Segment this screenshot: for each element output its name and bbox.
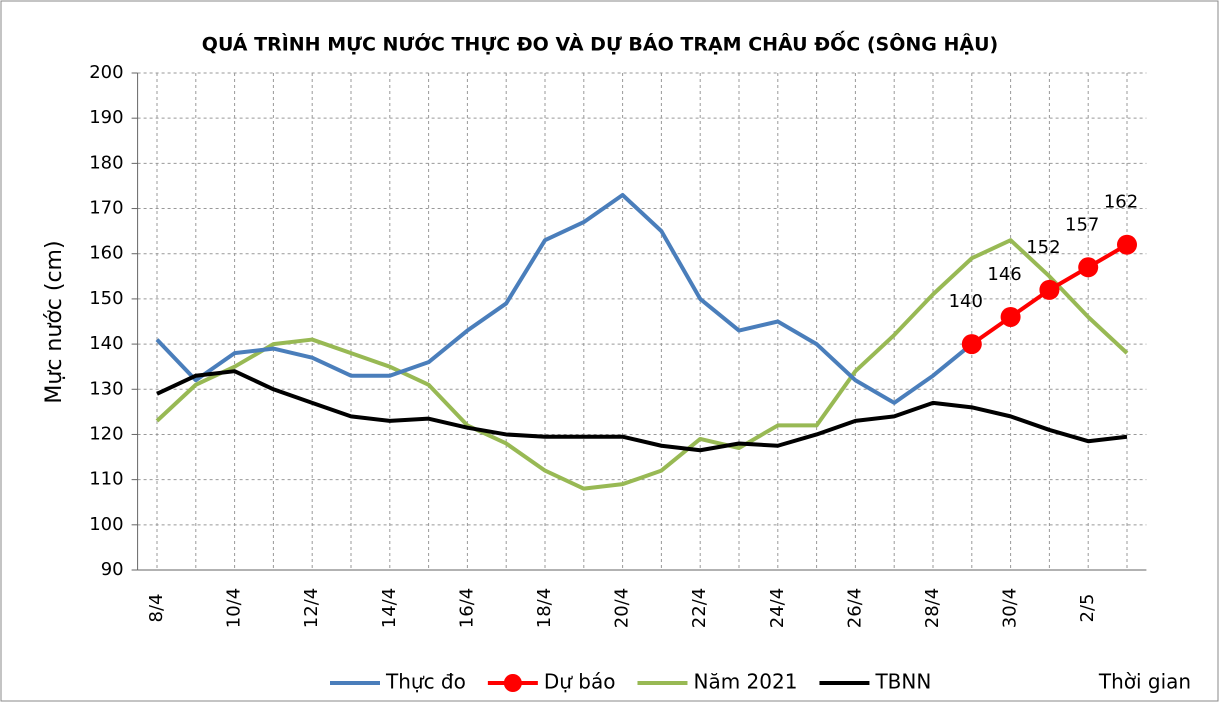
x-tick-label: 2/5 bbox=[1077, 594, 1098, 623]
legend-label: Năm 2021 bbox=[693, 670, 797, 694]
legend-label: Thực đo bbox=[385, 670, 466, 694]
series-marker bbox=[1117, 234, 1137, 255]
data-label: 152 bbox=[1026, 237, 1060, 258]
y-tick-label: 140 bbox=[89, 333, 123, 354]
series-line bbox=[156, 369, 1128, 453]
y-tick-label: 90 bbox=[101, 559, 124, 580]
x-tick-label: 26/4 bbox=[844, 588, 865, 628]
x-tick-label: 8/4 bbox=[146, 594, 167, 623]
x-tick-label: 20/4 bbox=[612, 588, 633, 628]
y-tick-label: 160 bbox=[89, 243, 123, 264]
y-tick-label: 190 bbox=[89, 107, 123, 128]
x-tick-label: 24/4 bbox=[767, 588, 788, 628]
x-axis-label: Thời gian bbox=[1098, 670, 1191, 694]
x-tick-label: 18/4 bbox=[534, 588, 555, 628]
data-label: 157 bbox=[1065, 214, 1099, 235]
y-tick-label: 170 bbox=[89, 198, 123, 219]
y-tick-label: 180 bbox=[89, 152, 123, 173]
legend-marker bbox=[503, 674, 522, 692]
y-tick-label: 130 bbox=[89, 378, 123, 399]
series-marker bbox=[961, 334, 982, 355]
y-tick-label: 110 bbox=[89, 469, 123, 490]
data-label: 162 bbox=[1104, 192, 1138, 213]
series-line bbox=[155, 238, 1129, 491]
x-tick-label: 16/4 bbox=[456, 588, 477, 628]
legend-label: TBNN bbox=[874, 670, 931, 694]
x-tick-label: 10/4 bbox=[224, 588, 245, 628]
data-label: 146 bbox=[987, 264, 1021, 285]
legend-label: Dự báo bbox=[544, 670, 616, 694]
y-axis-label: Mực nước (cm) bbox=[42, 240, 67, 403]
series-marker bbox=[1078, 257, 1099, 278]
series-marker bbox=[1039, 279, 1060, 300]
x-tick-label: 22/4 bbox=[689, 588, 710, 628]
x-tick-label: 12/4 bbox=[301, 588, 322, 628]
x-tick-label: 30/4 bbox=[1000, 588, 1021, 628]
y-tick-label: 200 bbox=[89, 62, 123, 83]
x-tick-label: 28/4 bbox=[922, 588, 943, 628]
chart-title: QUÁ TRÌNH MỰC NƯỚC THỰC ĐO VÀ DỰ BÁO TRẠ… bbox=[202, 30, 998, 56]
y-tick-label: 100 bbox=[89, 514, 123, 535]
data-label: 140 bbox=[949, 291, 983, 312]
series-marker bbox=[1000, 306, 1021, 327]
series-line bbox=[155, 192, 974, 405]
x-tick-label: 14/4 bbox=[379, 588, 400, 628]
y-tick-label: 150 bbox=[89, 288, 123, 309]
y-tick-label: 120 bbox=[89, 423, 123, 444]
